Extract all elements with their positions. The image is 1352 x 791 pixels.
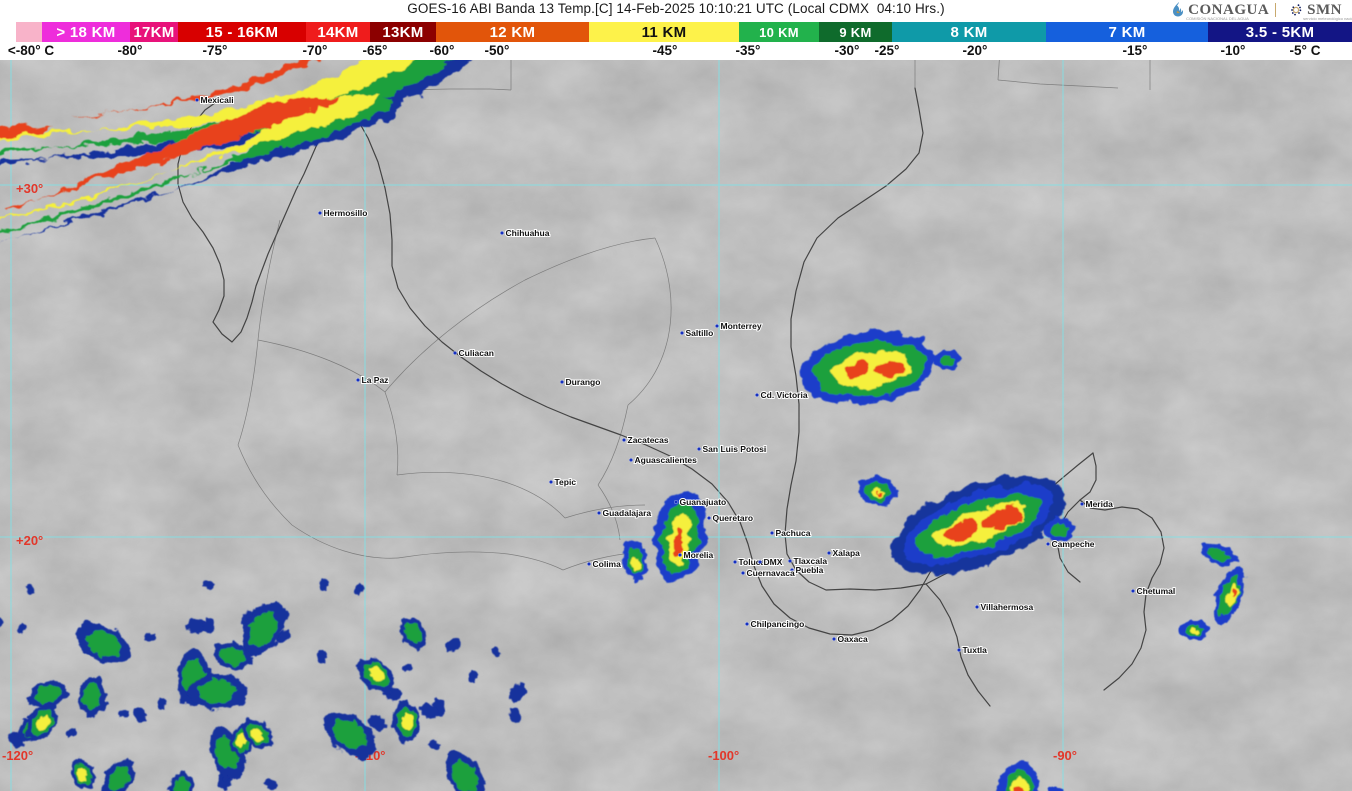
svg-text:Saltillo: Saltillo [686,328,714,338]
svg-text:Chilpancingo: Chilpancingo [751,619,805,629]
svg-text:Cuernavaca: Cuernavaca [747,568,795,578]
svg-text:Monterrey: Monterrey [721,321,762,331]
svg-text:-120°: -120° [2,748,33,763]
svg-text:Mexicali: Mexicali [201,95,234,105]
svg-text:-100°: -100° [708,748,739,763]
svg-text:Puebla: Puebla [796,565,824,575]
svg-text:Tepic: Tepic [555,477,577,487]
svg-text:Durango: Durango [566,377,601,387]
svg-text:Aguascalientes: Aguascalientes [635,455,698,465]
svg-text:Merida: Merida [1086,499,1114,509]
svg-text:+20°: +20° [16,533,43,548]
svg-text:Guadalajara: Guadalajara [603,508,652,518]
svg-text:Queretaro: Queretaro [713,513,754,523]
svg-text:Chihuahua: Chihuahua [506,228,550,238]
svg-text:Guanajuato: Guanajuato [680,497,727,507]
svg-text:Oaxaca: Oaxaca [838,634,869,644]
svg-text:Chetumal: Chetumal [1137,586,1176,596]
svg-text:+30°: +30° [16,181,43,196]
svg-text:San Luis Potosi: San Luis Potosi [703,444,767,454]
svg-text:Zacatecas: Zacatecas [628,435,669,445]
svg-text:-90°: -90° [1053,748,1077,763]
svg-text:Tuxtla: Tuxtla [963,645,988,655]
svg-text:Xalapa: Xalapa [833,548,861,558]
svg-text:Hermosillo: Hermosillo [324,208,368,218]
svg-text:Pachuca: Pachuca [776,528,811,538]
svg-text:Cd. Victoria: Cd. Victoria [761,390,808,400]
svg-text:La Paz: La Paz [362,375,389,385]
svg-text:Villahermosa: Villahermosa [981,602,1034,612]
svg-text:Colima: Colima [593,559,622,569]
svg-text:Culiacan: Culiacan [459,348,494,358]
svg-text:Morelia: Morelia [684,550,714,560]
svg-text:Campeche: Campeche [1052,539,1095,549]
svg-text:DMX: DMX [764,557,783,567]
